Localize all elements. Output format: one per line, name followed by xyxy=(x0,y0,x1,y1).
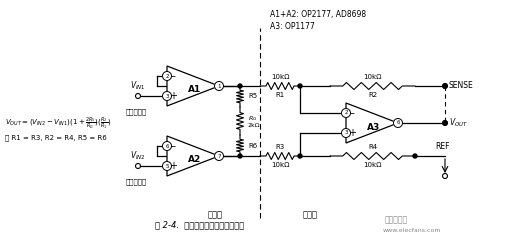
Text: 10kΩ: 10kΩ xyxy=(362,162,381,168)
Polygon shape xyxy=(166,66,218,106)
Circle shape xyxy=(442,120,446,125)
Text: $R_G$
2kΩ: $R_G$ 2kΩ xyxy=(247,114,260,128)
Circle shape xyxy=(162,71,171,80)
Text: 5: 5 xyxy=(165,164,168,169)
Text: –: – xyxy=(170,141,175,151)
Text: 输出级: 输出级 xyxy=(302,210,317,219)
Text: R4: R4 xyxy=(367,144,376,150)
Text: +: + xyxy=(168,91,177,101)
Text: 电子发烧友: 电子发烧友 xyxy=(384,215,407,224)
Circle shape xyxy=(162,91,171,100)
Text: 2: 2 xyxy=(344,110,347,115)
Text: 10kΩ: 10kΩ xyxy=(362,74,381,80)
Text: R2: R2 xyxy=(367,92,376,98)
Circle shape xyxy=(135,164,140,169)
Text: $V_{OUT} = (V_{IN2} - V_{IN1})(1 + \frac{2R_5}{R_G})(\frac{R_2}{R_1})$: $V_{OUT} = (V_{IN2} - V_{IN1})(1 + \frac… xyxy=(5,115,111,131)
Text: 10kΩ: 10kΩ xyxy=(270,74,289,80)
Circle shape xyxy=(238,154,242,158)
Text: A1+A2: OP2177, AD8698
A3: OP1177: A1+A2: OP2177, AD8698 A3: OP1177 xyxy=(269,10,365,31)
Circle shape xyxy=(162,142,171,150)
Text: www.elecfans.com: www.elecfans.com xyxy=(382,228,441,233)
Text: +: + xyxy=(347,128,355,138)
Circle shape xyxy=(442,121,446,125)
Text: 7: 7 xyxy=(217,154,220,159)
Circle shape xyxy=(214,152,223,160)
Circle shape xyxy=(442,84,446,88)
Circle shape xyxy=(135,94,140,99)
Circle shape xyxy=(297,84,301,88)
Polygon shape xyxy=(166,136,218,176)
Circle shape xyxy=(238,84,242,88)
Text: 2: 2 xyxy=(165,74,168,79)
Circle shape xyxy=(442,84,446,89)
Text: R6: R6 xyxy=(247,143,257,149)
Text: SENSE: SENSE xyxy=(448,81,473,90)
Text: –: – xyxy=(170,71,175,81)
Text: REF: REF xyxy=(435,142,449,151)
Text: 输入级: 输入级 xyxy=(207,210,222,219)
Text: 1: 1 xyxy=(217,84,220,89)
Text: $V_{OUT}$: $V_{OUT}$ xyxy=(448,117,467,129)
Polygon shape xyxy=(345,103,397,143)
Text: $V_{IN1}$: $V_{IN1}$ xyxy=(130,79,146,92)
Text: 3: 3 xyxy=(165,94,168,99)
Text: –: – xyxy=(349,108,354,118)
Circle shape xyxy=(412,154,416,158)
Circle shape xyxy=(393,119,402,128)
Circle shape xyxy=(297,154,301,158)
Circle shape xyxy=(214,81,223,90)
Text: $V_{IN2}$: $V_{IN2}$ xyxy=(130,149,146,162)
Text: 当 R1 = R3, R2 = R4, R5 = R6: 当 R1 = R3, R2 = R4, R5 = R6 xyxy=(5,135,106,141)
Text: A1: A1 xyxy=(188,85,201,94)
Text: R1: R1 xyxy=(275,92,284,98)
Text: 6: 6 xyxy=(395,120,399,125)
Text: 反相输入端: 反相输入端 xyxy=(125,108,147,115)
Text: R3: R3 xyxy=(275,144,284,150)
Circle shape xyxy=(162,162,171,170)
Text: +: + xyxy=(168,161,177,171)
Circle shape xyxy=(442,174,446,178)
Text: 10kΩ: 10kΩ xyxy=(270,162,289,168)
Circle shape xyxy=(341,129,350,138)
Text: 3: 3 xyxy=(344,130,347,135)
Text: A2: A2 xyxy=(188,155,201,164)
Text: 图 2-4.  标准三运放仪表放大器电路: 图 2-4. 标准三运放仪表放大器电路 xyxy=(155,220,244,229)
Text: R5: R5 xyxy=(247,94,257,99)
Text: 同相输入端: 同相输入端 xyxy=(125,178,147,185)
Text: A3: A3 xyxy=(366,123,380,132)
Circle shape xyxy=(341,109,350,118)
Text: 6: 6 xyxy=(165,144,168,149)
